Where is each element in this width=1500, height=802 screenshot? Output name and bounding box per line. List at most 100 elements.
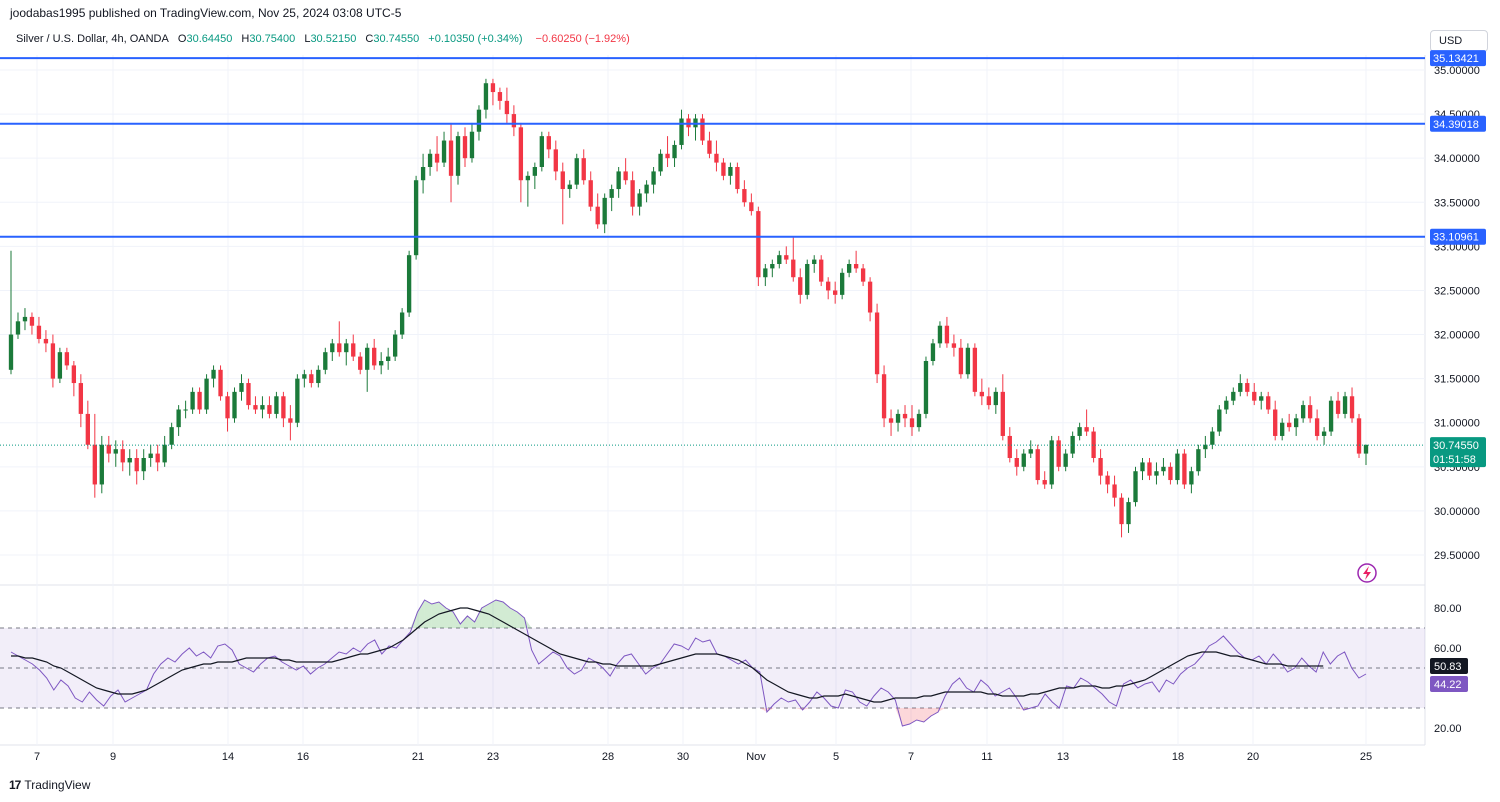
high-value: 30.75400 <box>249 33 296 45</box>
candle-body <box>455 136 461 176</box>
rsi-overbought-fill <box>488 600 496 628</box>
candle-body <box>392 334 398 357</box>
tradingview-brand[interactable]: 17 TradingView <box>9 778 90 792</box>
candle-body <box>169 427 174 445</box>
symbol-legend: Silver / U.S. Dollar, 4h, OANDA O30.6445… <box>16 33 630 45</box>
candle-body <box>728 167 733 176</box>
price-tick-label: 31.00000 <box>1434 418 1480 430</box>
rsi-overbought-fill <box>467 616 475 628</box>
rsi-overbought-fill <box>495 600 504 628</box>
rsi-overbought-fill <box>510 608 518 628</box>
candle-body <box>1098 458 1103 476</box>
candle-body <box>148 453 153 458</box>
candle-body <box>260 405 265 410</box>
candle-body <box>1175 453 1180 481</box>
candle-body <box>588 180 593 207</box>
candle-body <box>735 167 740 190</box>
candle-body <box>1349 396 1355 419</box>
rsi-oversold-fill <box>902 708 910 726</box>
time-tick-label: 30 <box>677 751 689 763</box>
candle-body <box>183 409 188 411</box>
candle-body <box>504 100 510 115</box>
time-tick-label: 5 <box>833 751 839 763</box>
candle-body <box>127 458 132 463</box>
candle-body <box>867 281 873 313</box>
rsi-overbought-fill <box>424 600 432 628</box>
candle-body <box>22 316 28 322</box>
candle-body <box>385 356 391 361</box>
candle-body <box>511 114 517 128</box>
time-tick-label: 13 <box>1057 751 1069 763</box>
candle-body <box>225 396 230 419</box>
time-tick-label: Nov <box>746 751 766 763</box>
open-value: 30.64450 <box>186 33 233 45</box>
candle-body <box>330 343 335 353</box>
candle-body <box>316 369 321 384</box>
candle-body <box>204 378 209 410</box>
candle-body <box>1314 418 1320 436</box>
rsi-oversold-fill <box>766 708 775 712</box>
candle-body <box>916 413 922 428</box>
candle-body <box>476 109 482 132</box>
candle-body <box>539 136 544 167</box>
candle-body <box>833 290 838 295</box>
rsi-overbought-fill <box>438 602 447 628</box>
candle-body <box>1287 422 1292 428</box>
candle-body <box>1293 418 1299 428</box>
candle-body <box>1161 466 1166 472</box>
time-tick-label: 28 <box>602 751 614 763</box>
price-tick-label: 31.50000 <box>1434 374 1480 386</box>
rsi-oversold-fill <box>916 708 924 722</box>
candle-body <box>351 343 356 357</box>
candle-body <box>1000 391 1005 436</box>
candle-body <box>162 444 167 463</box>
candle-body <box>1014 458 1019 467</box>
time-tick-label: 25 <box>1360 751 1372 763</box>
candle-body <box>944 325 950 344</box>
level-price-label: 34.39018 <box>1433 119 1479 131</box>
candle-body <box>1070 435 1075 454</box>
currency-selector[interactable]: USD <box>1430 30 1488 52</box>
candle-body <box>1189 471 1194 485</box>
candle-body <box>1203 444 1208 450</box>
candle-body <box>798 277 803 295</box>
rsi-overbought-fill <box>503 602 511 628</box>
candle-body <box>288 418 293 423</box>
candle-body <box>1266 396 1271 410</box>
candle-body <box>1091 431 1096 458</box>
rsi-overbought-fill <box>417 600 425 628</box>
candle-body <box>986 396 992 406</box>
candle-body <box>707 140 712 154</box>
change-value-2: −0.60250 (−1.92%) <box>535 33 630 45</box>
candle-body <box>1021 453 1026 467</box>
candle-body <box>434 153 440 163</box>
candle-body <box>1342 396 1348 414</box>
candle-body <box>553 149 558 172</box>
candle-body <box>1273 409 1278 436</box>
candle-body <box>532 167 538 176</box>
candle-body <box>993 391 998 406</box>
candle-body <box>211 369 216 379</box>
candle-body <box>525 175 531 181</box>
time-tick-label: 7 <box>908 751 914 763</box>
rsi-oversold-fill <box>795 708 803 710</box>
candle-body <box>448 140 454 176</box>
candle-body <box>1321 431 1327 436</box>
candle-body <box>1280 422 1285 436</box>
candle-body <box>1356 418 1362 454</box>
candle-body <box>295 378 300 423</box>
candle-body <box>1028 449 1033 454</box>
candle-body <box>839 272 845 295</box>
candle-body <box>29 316 35 326</box>
candle-body <box>141 458 146 472</box>
candle-body <box>399 312 405 335</box>
candle-body <box>902 413 908 419</box>
level-price-tag <box>1430 115 1486 132</box>
candle-body <box>888 418 894 423</box>
candle-body <box>923 361 929 414</box>
candle-body <box>791 259 796 278</box>
candle-body <box>1126 502 1131 525</box>
candle-body <box>497 92 503 101</box>
symbol-name[interactable]: Silver / U.S. Dollar, 4h, OANDA <box>16 33 169 45</box>
